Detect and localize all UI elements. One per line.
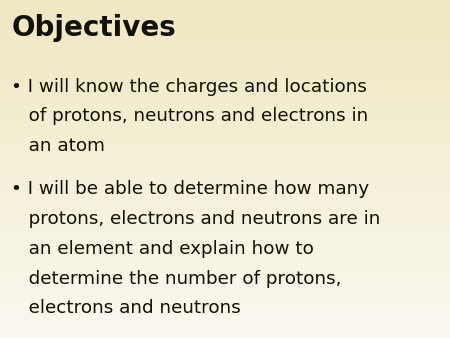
Text: electrons and neutrons: electrons and neutrons <box>11 299 241 317</box>
Text: an atom: an atom <box>11 137 105 155</box>
Text: • I will know the charges and locations: • I will know the charges and locations <box>11 78 367 96</box>
Text: determine the number of protons,: determine the number of protons, <box>11 270 342 288</box>
Text: Objectives: Objectives <box>11 14 176 42</box>
Text: protons, electrons and neutrons are in: protons, electrons and neutrons are in <box>11 210 381 228</box>
Text: an element and explain how to: an element and explain how to <box>11 240 314 258</box>
Text: of protons, neutrons and electrons in: of protons, neutrons and electrons in <box>11 107 369 125</box>
Text: • I will be able to determine how many: • I will be able to determine how many <box>11 180 369 198</box>
